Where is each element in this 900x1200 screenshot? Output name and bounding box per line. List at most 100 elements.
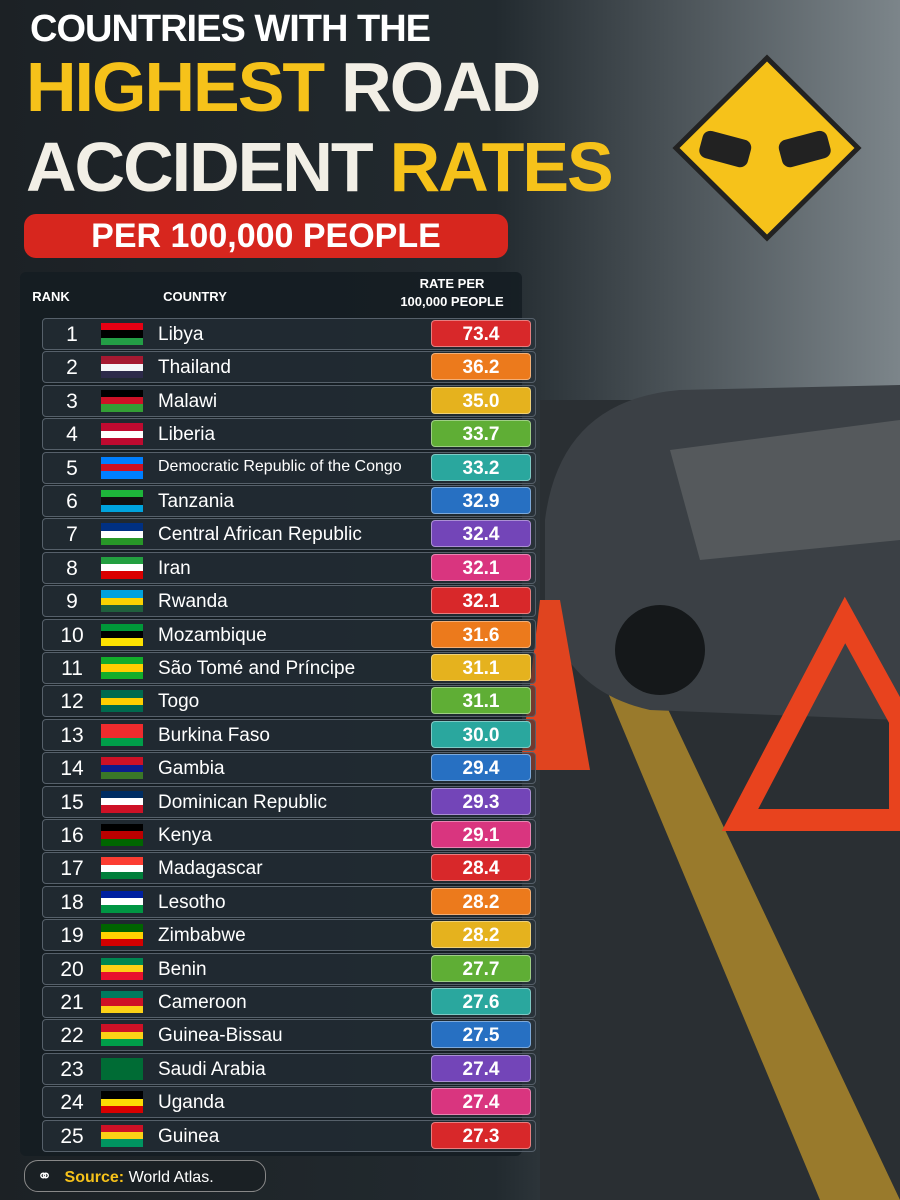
flag-stripe bbox=[101, 630, 143, 639]
flag-icon bbox=[101, 456, 143, 479]
flag-stripe bbox=[101, 604, 143, 613]
country: Lesotho bbox=[158, 891, 226, 913]
country: Libya bbox=[158, 324, 204, 345]
flag-stripe bbox=[101, 805, 143, 813]
rank: 7 bbox=[66, 523, 78, 547]
flag-stripe bbox=[101, 905, 143, 913]
flag-icon bbox=[101, 723, 143, 746]
flag-stripe bbox=[101, 490, 143, 498]
title-word: ROAD bbox=[341, 48, 541, 126]
flag-stripe bbox=[101, 530, 143, 539]
rate: 31.1 bbox=[431, 687, 531, 715]
flag-stripe bbox=[101, 471, 143, 479]
rate: 30.0 bbox=[431, 720, 531, 748]
flag-stripe bbox=[101, 831, 143, 839]
flag-icon bbox=[101, 991, 143, 1013]
flag-icon bbox=[101, 1024, 143, 1047]
flag-stripe bbox=[101, 497, 143, 505]
title-line: HIGHEST ROAD bbox=[26, 52, 541, 122]
rank: 24 bbox=[60, 1091, 84, 1115]
country: Dominican Republic bbox=[158, 791, 327, 813]
table-row: 17 Madagascar 28.4 bbox=[42, 852, 536, 885]
rate: 28.4 bbox=[431, 854, 531, 882]
table-row: 8 Iran 32.1 bbox=[42, 551, 536, 584]
table-row: 14 Gambia 29.4 bbox=[42, 752, 536, 785]
flag-icon bbox=[101, 590, 143, 613]
country: Saudi Arabia bbox=[158, 1058, 266, 1080]
flag-stripe bbox=[101, 738, 143, 746]
flag-stripe bbox=[101, 564, 143, 572]
column-header: COUNTRY bbox=[163, 289, 227, 304]
flag-stripe bbox=[101, 657, 143, 665]
rank: 10 bbox=[60, 623, 84, 647]
table-row: 5 Democratic Republic of the Congo 33.2 bbox=[42, 451, 536, 484]
flag-stripe bbox=[101, 330, 143, 338]
source-text: World Atlas. bbox=[128, 1169, 214, 1186]
rate: 29.1 bbox=[431, 821, 531, 848]
table-row: 24 Uganda 27.4 bbox=[42, 1086, 536, 1119]
rate: 29.3 bbox=[431, 787, 531, 815]
subtitle: PER 100,000 PEOPLE bbox=[24, 214, 508, 258]
table-row: 15 Dominican Republic 29.3 bbox=[42, 785, 536, 818]
rank: 6 bbox=[66, 490, 78, 513]
flag-stripe bbox=[101, 437, 143, 446]
rank: 2 bbox=[66, 356, 78, 380]
warning-triangle bbox=[721, 596, 900, 831]
flag-stripe bbox=[101, 397, 143, 405]
flag-stripe bbox=[101, 1005, 143, 1013]
flag-stripe bbox=[101, 556, 143, 565]
country: Benin bbox=[158, 958, 207, 980]
flag-stripe bbox=[101, 957, 143, 965]
table: RANK COUNTRY RATE PER 100,000 PEOPLE 1 Li… bbox=[20, 272, 536, 1156]
flag-stripe bbox=[101, 430, 143, 438]
table-row: 1 Libya 73.4 bbox=[42, 318, 536, 350]
title-line: ACCIDENT RATES bbox=[26, 132, 614, 202]
country: Madagascar bbox=[158, 858, 263, 880]
flag-icon bbox=[101, 423, 143, 446]
flag-stripe bbox=[101, 571, 143, 579]
rank: 16 bbox=[60, 824, 84, 847]
table-row: 7 Central African Republic 32.4 bbox=[42, 518, 536, 551]
table-row: 22 Guinea-Bissau 27.5 bbox=[42, 1019, 536, 1052]
rate: 36.2 bbox=[431, 353, 531, 381]
table-row: 13 Burkina Faso 30.0 bbox=[42, 718, 536, 751]
flag-stripe bbox=[101, 1065, 143, 1073]
rate: 27.5 bbox=[431, 1021, 531, 1049]
flag-stripe bbox=[101, 371, 143, 379]
rank: 17 bbox=[60, 857, 84, 881]
country: Thailand bbox=[158, 357, 231, 379]
flag-icon bbox=[101, 857, 143, 880]
country: Togo bbox=[158, 691, 200, 713]
flag-stripe bbox=[101, 938, 143, 947]
rank: 11 bbox=[61, 657, 83, 680]
flag-stripe bbox=[101, 671, 143, 679]
country: Kenya bbox=[158, 825, 212, 846]
flag-icon bbox=[101, 490, 143, 512]
table-row: 3 Malawi 35.0 bbox=[42, 384, 536, 417]
flag-icon bbox=[101, 1124, 143, 1147]
flag-stripe bbox=[101, 1139, 143, 1147]
flag-stripe bbox=[101, 898, 143, 906]
flag-icon bbox=[101, 1057, 143, 1080]
cone bbox=[520, 600, 590, 770]
rank: 14 bbox=[60, 757, 84, 781]
rank: 1 bbox=[66, 323, 78, 346]
flag-icon bbox=[101, 523, 143, 546]
table-row: 16 Kenya 29.1 bbox=[42, 819, 536, 851]
rank: 13 bbox=[60, 723, 84, 747]
table-row: 10 Mozambique 31.6 bbox=[42, 618, 536, 651]
flag-stripe bbox=[101, 1105, 143, 1114]
sign-car bbox=[778, 130, 831, 168]
country: Guinea bbox=[158, 1125, 220, 1147]
flag-stripe bbox=[101, 705, 143, 713]
table-row: 18 Lesotho 28.2 bbox=[42, 885, 536, 918]
rate: 32.1 bbox=[431, 587, 531, 615]
flag-stripe bbox=[101, 1024, 143, 1032]
flag-stripe bbox=[101, 363, 143, 372]
table-row: 6 Tanzania 32.9 bbox=[42, 485, 536, 517]
country: Cameroon bbox=[158, 992, 247, 1013]
flag-stripe bbox=[101, 838, 143, 846]
flag-stripe bbox=[101, 931, 143, 939]
